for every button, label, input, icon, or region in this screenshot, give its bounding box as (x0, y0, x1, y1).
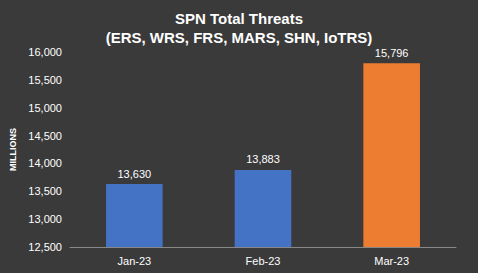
svg-text:13,630: 13,630 (118, 168, 152, 180)
svg-text:15,796: 15,796 (375, 47, 409, 59)
svg-text:15,500: 15,500 (28, 74, 62, 86)
svg-text:13,500: 13,500 (28, 185, 62, 197)
svg-text:15,000: 15,000 (28, 102, 62, 114)
svg-text:Jan-23: Jan-23 (118, 255, 152, 267)
svg-text:14,500: 14,500 (28, 130, 62, 142)
svg-text:14,000: 14,000 (28, 157, 62, 169)
svg-text:13,883: 13,883 (246, 153, 280, 165)
svg-text:Mar-23: Mar-23 (374, 255, 409, 267)
svg-text:12,500: 12,500 (28, 241, 62, 253)
svg-text:Feb-23: Feb-23 (246, 255, 281, 267)
svg-text:MILLIONS: MILLIONS (8, 128, 18, 171)
svg-text:16,000: 16,000 (28, 46, 62, 58)
svg-text:(ERS, WRS, FRS, MARS, SHN, IoT: (ERS, WRS, FRS, MARS, SHN, IoTRS) (106, 29, 373, 46)
svg-text:SPN Total Threats: SPN Total Threats (175, 10, 303, 27)
svg-text:13,000: 13,000 (28, 213, 62, 225)
